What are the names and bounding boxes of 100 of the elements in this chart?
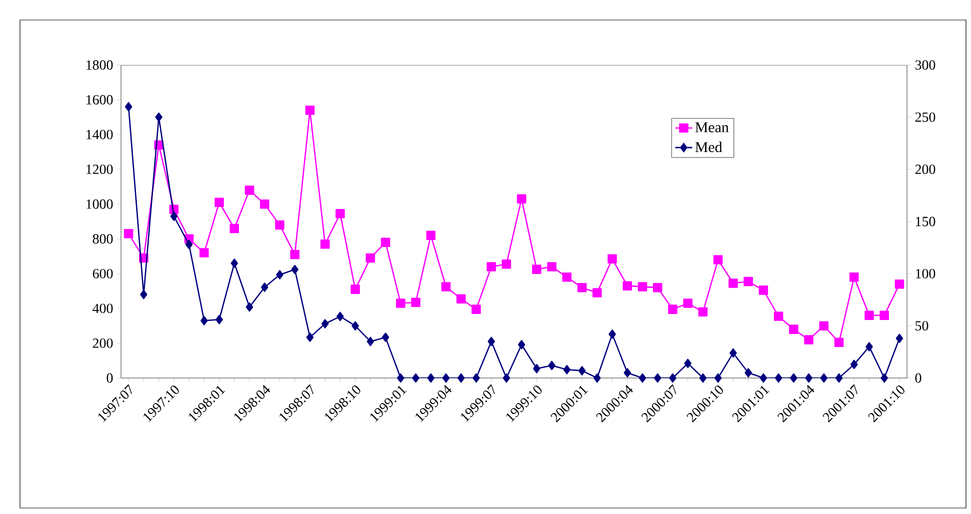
point: [805, 373, 812, 383]
y2-tick-label: 0: [915, 373, 922, 383]
y-tick-label: 200: [92, 338, 113, 348]
point: [790, 373, 798, 383]
y-tick-label: 600: [92, 268, 113, 278]
point: [880, 310, 889, 320]
point: [547, 262, 556, 272]
point: [668, 304, 678, 314]
point: [170, 212, 178, 221]
point: [291, 264, 298, 274]
point: [155, 112, 162, 122]
point: [426, 230, 436, 240]
point: [864, 310, 874, 320]
point: [683, 298, 692, 308]
point: [380, 238, 390, 247]
y2-tick-label: 50: [916, 321, 928, 331]
point: [140, 290, 148, 300]
point: [275, 220, 284, 230]
y-tick-label: 1000: [86, 199, 113, 209]
point: [336, 209, 345, 218]
point: [518, 340, 526, 350]
point: [320, 239, 330, 249]
point: [608, 330, 616, 339]
point: [397, 373, 404, 383]
point: [774, 312, 784, 321]
legend-label: Mean: [695, 122, 729, 132]
point: [457, 373, 465, 383]
point: [442, 373, 450, 383]
point: [533, 364, 540, 374]
point: [396, 298, 406, 308]
point: [608, 254, 617, 264]
y-tick-label: 1200: [86, 164, 113, 174]
point: [880, 373, 888, 383]
point: [216, 314, 223, 324]
point: [698, 307, 708, 317]
y2-tick-label: 300: [915, 60, 936, 70]
point: [366, 336, 374, 346]
point: [244, 186, 254, 195]
point: [562, 272, 572, 282]
point: [758, 286, 768, 295]
point: [427, 373, 435, 383]
point: [622, 281, 632, 290]
point: [850, 360, 858, 370]
point: [124, 102, 132, 112]
point: [502, 373, 510, 383]
point: [290, 250, 300, 260]
point: [230, 258, 238, 268]
point: [502, 259, 512, 269]
point: [350, 284, 360, 294]
point: [654, 373, 662, 383]
point: [352, 321, 359, 330]
point: [730, 348, 737, 358]
point: [260, 199, 270, 209]
point: [246, 302, 254, 312]
point: [321, 319, 329, 328]
point: [669, 373, 676, 383]
point: [699, 373, 707, 383]
y-tick-label: 1800: [86, 60, 113, 70]
point: [638, 373, 646, 383]
point: [336, 312, 344, 322]
point: [760, 373, 768, 383]
point: [624, 368, 632, 378]
point: [563, 365, 571, 374]
point: [819, 321, 829, 330]
point: [728, 278, 738, 288]
point: [592, 288, 602, 298]
point: [714, 373, 722, 383]
point: [412, 373, 420, 383]
point: [652, 282, 662, 292]
y-tick-label: 0: [106, 373, 113, 383]
point: [456, 294, 466, 304]
y2-tick-label: 250: [915, 112, 936, 122]
point: [894, 279, 904, 289]
point: [713, 255, 723, 264]
point: [744, 276, 753, 286]
point: [441, 282, 451, 292]
point: [638, 282, 648, 292]
y2-tick-label: 150: [916, 216, 936, 226]
point: [488, 336, 495, 346]
point: [200, 316, 208, 326]
point: [548, 360, 556, 370]
point: [866, 342, 873, 352]
point: [578, 366, 586, 376]
y-tick-label: 1400: [86, 130, 113, 140]
point: [684, 358, 692, 368]
point: [185, 240, 193, 250]
point: [306, 332, 314, 342]
point: [577, 282, 587, 292]
point: [411, 298, 420, 307]
point: [305, 106, 315, 115]
point: [774, 373, 782, 383]
point: [124, 229, 134, 238]
point: [820, 373, 828, 383]
point: [532, 264, 542, 274]
point: [472, 304, 481, 314]
y2-tick-label: 200: [915, 164, 936, 174]
y-tick-label: 1600: [86, 95, 113, 104]
point: [594, 373, 601, 383]
point: [516, 194, 526, 204]
point: [804, 335, 814, 344]
